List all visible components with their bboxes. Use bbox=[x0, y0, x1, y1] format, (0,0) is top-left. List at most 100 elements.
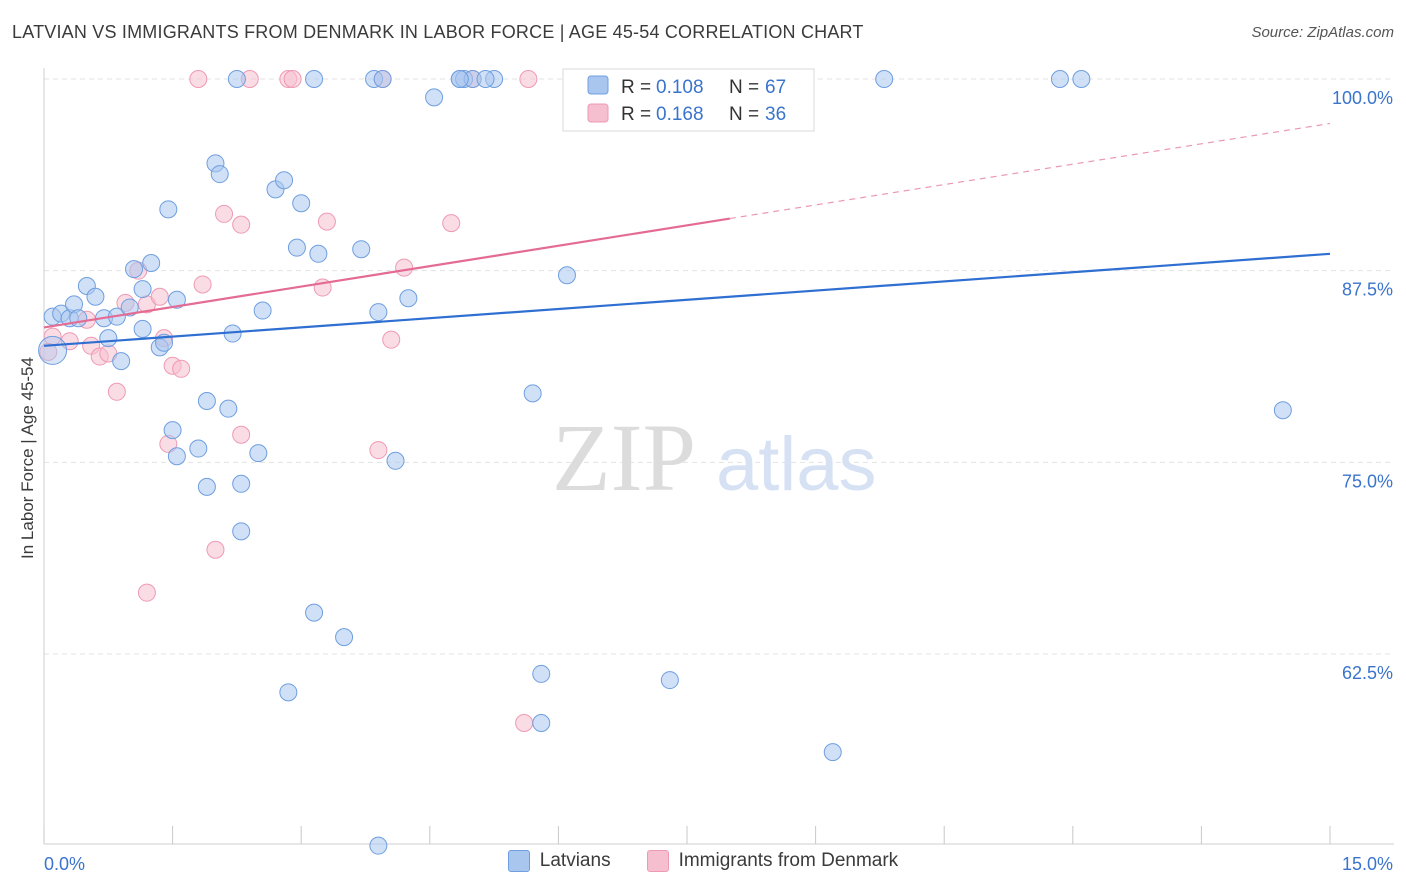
legend-r-label-latvians: R = bbox=[621, 77, 651, 98]
latvian-trend-line bbox=[43, 252, 1331, 347]
latvian-point bbox=[660, 671, 679, 690]
latvian-point bbox=[1050, 70, 1069, 88]
latvian-point bbox=[275, 171, 294, 190]
latvian-point bbox=[287, 238, 306, 257]
legend-n-value-denmark: 36 bbox=[765, 104, 786, 125]
latvian-point bbox=[227, 70, 246, 88]
latvian-point bbox=[523, 384, 542, 403]
legend-n-value-latvians: 67 bbox=[765, 77, 786, 98]
bottom-legend-label-latvians: Latvians bbox=[539, 850, 611, 871]
latvian-point bbox=[532, 714, 551, 732]
denmark-point bbox=[395, 258, 414, 277]
latvian-point bbox=[305, 603, 324, 622]
denmark-point bbox=[515, 714, 534, 732]
latvian-point bbox=[305, 70, 324, 88]
legend-r-value-latvians: 0.108 bbox=[656, 77, 704, 98]
denmark-point bbox=[369, 441, 388, 460]
denmark-point bbox=[107, 382, 126, 401]
legend-n-label-denmark: N = bbox=[729, 104, 759, 125]
latvian-point bbox=[557, 266, 576, 285]
bottom-legend-latvians[interactable]: Latvians bbox=[507, 850, 611, 872]
latvian-point bbox=[133, 280, 152, 299]
latvian-point bbox=[1072, 70, 1091, 88]
denmark-point bbox=[442, 214, 461, 233]
legend-swatch-latvians bbox=[587, 75, 609, 95]
latvian-point bbox=[249, 444, 268, 463]
latvian-point bbox=[253, 301, 272, 320]
x-tick-label: 15.0% bbox=[1342, 854, 1393, 874]
denmark-point bbox=[150, 287, 169, 306]
latvian-point bbox=[69, 309, 88, 328]
x-tick-label: 0.0% bbox=[44, 854, 85, 874]
denmark-trend-line bbox=[43, 217, 731, 329]
bottom-legend-denmark[interactable]: Immigrants from Denmark bbox=[646, 850, 899, 872]
latvian-point bbox=[450, 70, 469, 88]
latvian-point bbox=[232, 522, 251, 541]
latvian-point bbox=[532, 664, 551, 683]
denmark-point bbox=[382, 330, 401, 349]
bottom-legend-swatch-denmark bbox=[646, 850, 669, 872]
watermark-atlas: atlas bbox=[716, 422, 877, 507]
latvian-point bbox=[399, 289, 418, 308]
y-axis-label: In Labor Force | Age 45-54 bbox=[18, 357, 37, 559]
legend-n-label-latvians: N = bbox=[729, 77, 759, 98]
denmark-point bbox=[189, 70, 208, 88]
latvian-point bbox=[99, 329, 118, 348]
y-tick-label: 62.5% bbox=[1342, 663, 1393, 683]
latvian-point bbox=[189, 439, 208, 458]
legend-swatch-denmark bbox=[587, 103, 609, 123]
latvian-point bbox=[219, 399, 238, 418]
denmark-trend-extension bbox=[729, 122, 1331, 220]
denmark-point bbox=[206, 540, 225, 559]
latvian-point bbox=[86, 287, 105, 306]
bottom-legend-label-denmark: Immigrants from Denmark bbox=[678, 850, 899, 871]
latvian-point bbox=[112, 352, 131, 371]
denmark-point bbox=[215, 204, 234, 223]
denmark-point bbox=[232, 215, 251, 234]
latvian-point bbox=[167, 447, 186, 466]
axes bbox=[43, 68, 1394, 845]
latvian-point bbox=[352, 240, 371, 259]
source-label: Source: ZipAtlas.com bbox=[1251, 24, 1394, 41]
latvian-point bbox=[163, 421, 182, 440]
latvian-point bbox=[279, 683, 298, 702]
latvian-point bbox=[386, 451, 405, 470]
legend: R = 0.108 N = 67 R = 0.168 N = 36 bbox=[562, 68, 815, 132]
bottom-legend: Latvians Immigrants from Denmark bbox=[0, 850, 1406, 872]
denmark-point bbox=[137, 583, 156, 602]
latvian-point bbox=[292, 194, 311, 213]
latvian-point-cluster bbox=[38, 335, 68, 365]
y-tick-labels: 100.0% 87.5% 75.0% 62.5% bbox=[1332, 88, 1393, 683]
x-tick-labels: 0.0% 15.0% bbox=[44, 854, 1393, 874]
latvian-point bbox=[142, 254, 161, 272]
bottom-legend-swatch-latvians bbox=[507, 850, 530, 872]
latvian-point bbox=[335, 628, 354, 647]
latvian-point bbox=[425, 88, 444, 107]
denmark-point bbox=[232, 425, 251, 444]
denmark-point bbox=[317, 212, 336, 231]
latvian-point bbox=[875, 70, 894, 88]
latvian-point bbox=[373, 70, 392, 88]
latvian-point bbox=[167, 290, 186, 309]
latvian-point bbox=[1273, 401, 1292, 420]
watermark-zip: ZIP bbox=[552, 404, 696, 511]
latvian-point bbox=[232, 474, 251, 493]
watermark: ZIP atlas bbox=[552, 404, 877, 511]
latvian-point bbox=[369, 303, 388, 322]
legend-r-label-denmark: R = bbox=[621, 104, 651, 125]
denmark-point bbox=[193, 275, 212, 294]
legend-r-value-denmark: 0.168 bbox=[656, 104, 704, 125]
latvian-point bbox=[823, 743, 842, 762]
latvian-point bbox=[125, 260, 144, 279]
denmark-point bbox=[172, 359, 191, 378]
latvian-points bbox=[38, 70, 1292, 855]
latvian-point bbox=[369, 836, 388, 855]
trend-lines bbox=[43, 122, 1331, 347]
latvian-point bbox=[476, 70, 495, 88]
denmark-point bbox=[39, 342, 58, 361]
latvian-point bbox=[309, 244, 328, 263]
chart-title: LATVIAN VS IMMIGRANTS FROM DENMARK IN LA… bbox=[12, 22, 864, 42]
denmark-point bbox=[519, 70, 538, 88]
y-tick-label: 100.0% bbox=[1332, 88, 1393, 108]
denmark-points bbox=[39, 70, 538, 732]
